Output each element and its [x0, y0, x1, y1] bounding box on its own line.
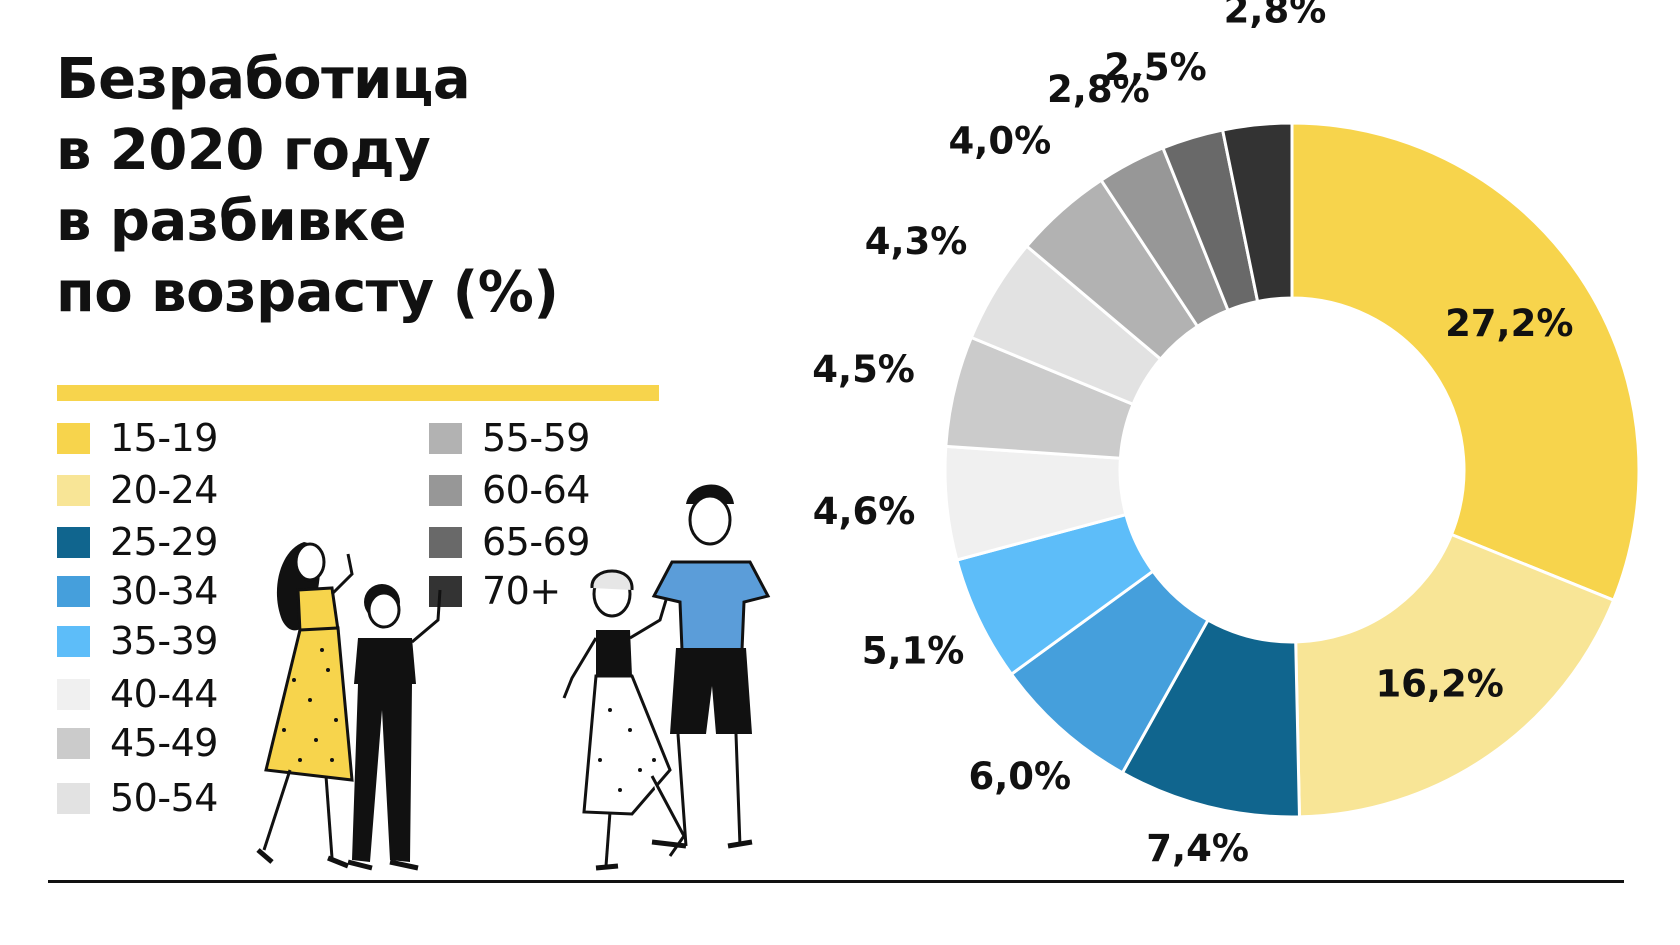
legend-swatch	[57, 782, 90, 814]
legend-swatch	[57, 474, 90, 506]
legend-swatch	[429, 526, 462, 558]
legend-label: 55-59	[482, 416, 590, 460]
legend-label: 35-39	[110, 619, 218, 663]
donut-value-label: 4,0%	[949, 119, 1052, 162]
legend-label: 15-19	[110, 416, 218, 460]
legend-label: 30-34	[110, 569, 218, 613]
legend-swatch	[57, 727, 90, 759]
people-group-illustration	[256, 484, 771, 871]
donut-slice-70plus	[1220, 121, 1294, 304]
chart-legend: 15-19 20-24 25-29 30-34 35-39 40-44 45-49 50-54…	[57, 416, 617, 870]
legend-swatch	[57, 526, 90, 558]
legend-item: 35-39	[57, 619, 218, 663]
girl-dark-top-figure	[347, 584, 442, 871]
donut-value-label: 5,1%	[862, 630, 965, 673]
donut-slice-20-24	[1294, 532, 1616, 819]
legend-item: 55-59	[429, 416, 590, 460]
donut-value-labels: 27,2% 16,2% 7,4% 6,0% 5,1% 4,6% 4,5% 4,3% 4,0% 2,…	[812, 0, 1573, 870]
chart-title: Безработица в 2020 году в разбивке по во…	[56, 44, 696, 328]
chart-title-line-4: по возрасту (%)	[56, 260, 559, 325]
donut-value-label: 16,2%	[1375, 663, 1503, 706]
legend-swatch	[57, 422, 90, 454]
donut-value-label: 2,8%	[1224, 0, 1327, 32]
legend-swatch	[57, 678, 90, 710]
legend-label: 45-49	[110, 721, 218, 765]
legend-swatch	[429, 575, 462, 607]
legend-item: 70+	[429, 569, 561, 613]
baseline-rule	[48, 880, 1624, 883]
donut-value-label: 4,3%	[865, 220, 968, 263]
legend-swatch	[57, 625, 90, 657]
chart-title-line-3: в разбивке	[56, 189, 407, 254]
chart-title-line-1: Безработица	[56, 47, 471, 112]
legend-item: 30-34	[57, 569, 218, 613]
legend-label: 50-54	[110, 776, 218, 820]
title-underline	[57, 385, 659, 401]
woman-yellow-dress-figure	[256, 542, 354, 869]
legend-item: 25-29	[57, 520, 218, 564]
donut-slice-15-19	[1290, 121, 1641, 603]
donut-value-label: 2,5%	[1104, 46, 1207, 89]
legend-swatch	[429, 422, 462, 454]
legend-label: 70+	[482, 569, 561, 613]
legend-item: 60-64	[429, 468, 590, 512]
man-blue-shirt-figure	[651, 484, 771, 849]
legend-item: 15-19	[57, 416, 218, 460]
donut-value-label: 4,6%	[813, 490, 916, 533]
legend-item: 65-69	[429, 520, 590, 564]
legend-label: 20-24	[110, 468, 218, 512]
donut-value-label: 4,5%	[812, 348, 915, 391]
donut-value-label: 2,8%	[1047, 68, 1150, 111]
donut-slices	[943, 121, 1641, 819]
legend-swatch	[57, 575, 90, 607]
chart-title-line-2: в 2020 году	[56, 118, 431, 183]
legend-label: 60-64	[482, 468, 590, 512]
legend-label: 40-44	[110, 672, 218, 716]
donut-value-label: 27,2%	[1445, 302, 1573, 345]
donut-value-label: 7,4%	[1146, 827, 1249, 870]
legend-item: 45-49	[57, 721, 218, 765]
legend-label: 65-69	[482, 520, 590, 564]
girl-polka-skirt-figure	[562, 569, 686, 871]
legend-label: 25-29	[110, 520, 218, 564]
donut-value-label: 6,0%	[968, 755, 1071, 798]
legend-item: 50-54	[57, 776, 218, 820]
legend-item: 40-44	[57, 672, 218, 716]
legend-swatch	[429, 474, 462, 506]
legend-item: 20-24	[57, 468, 218, 512]
